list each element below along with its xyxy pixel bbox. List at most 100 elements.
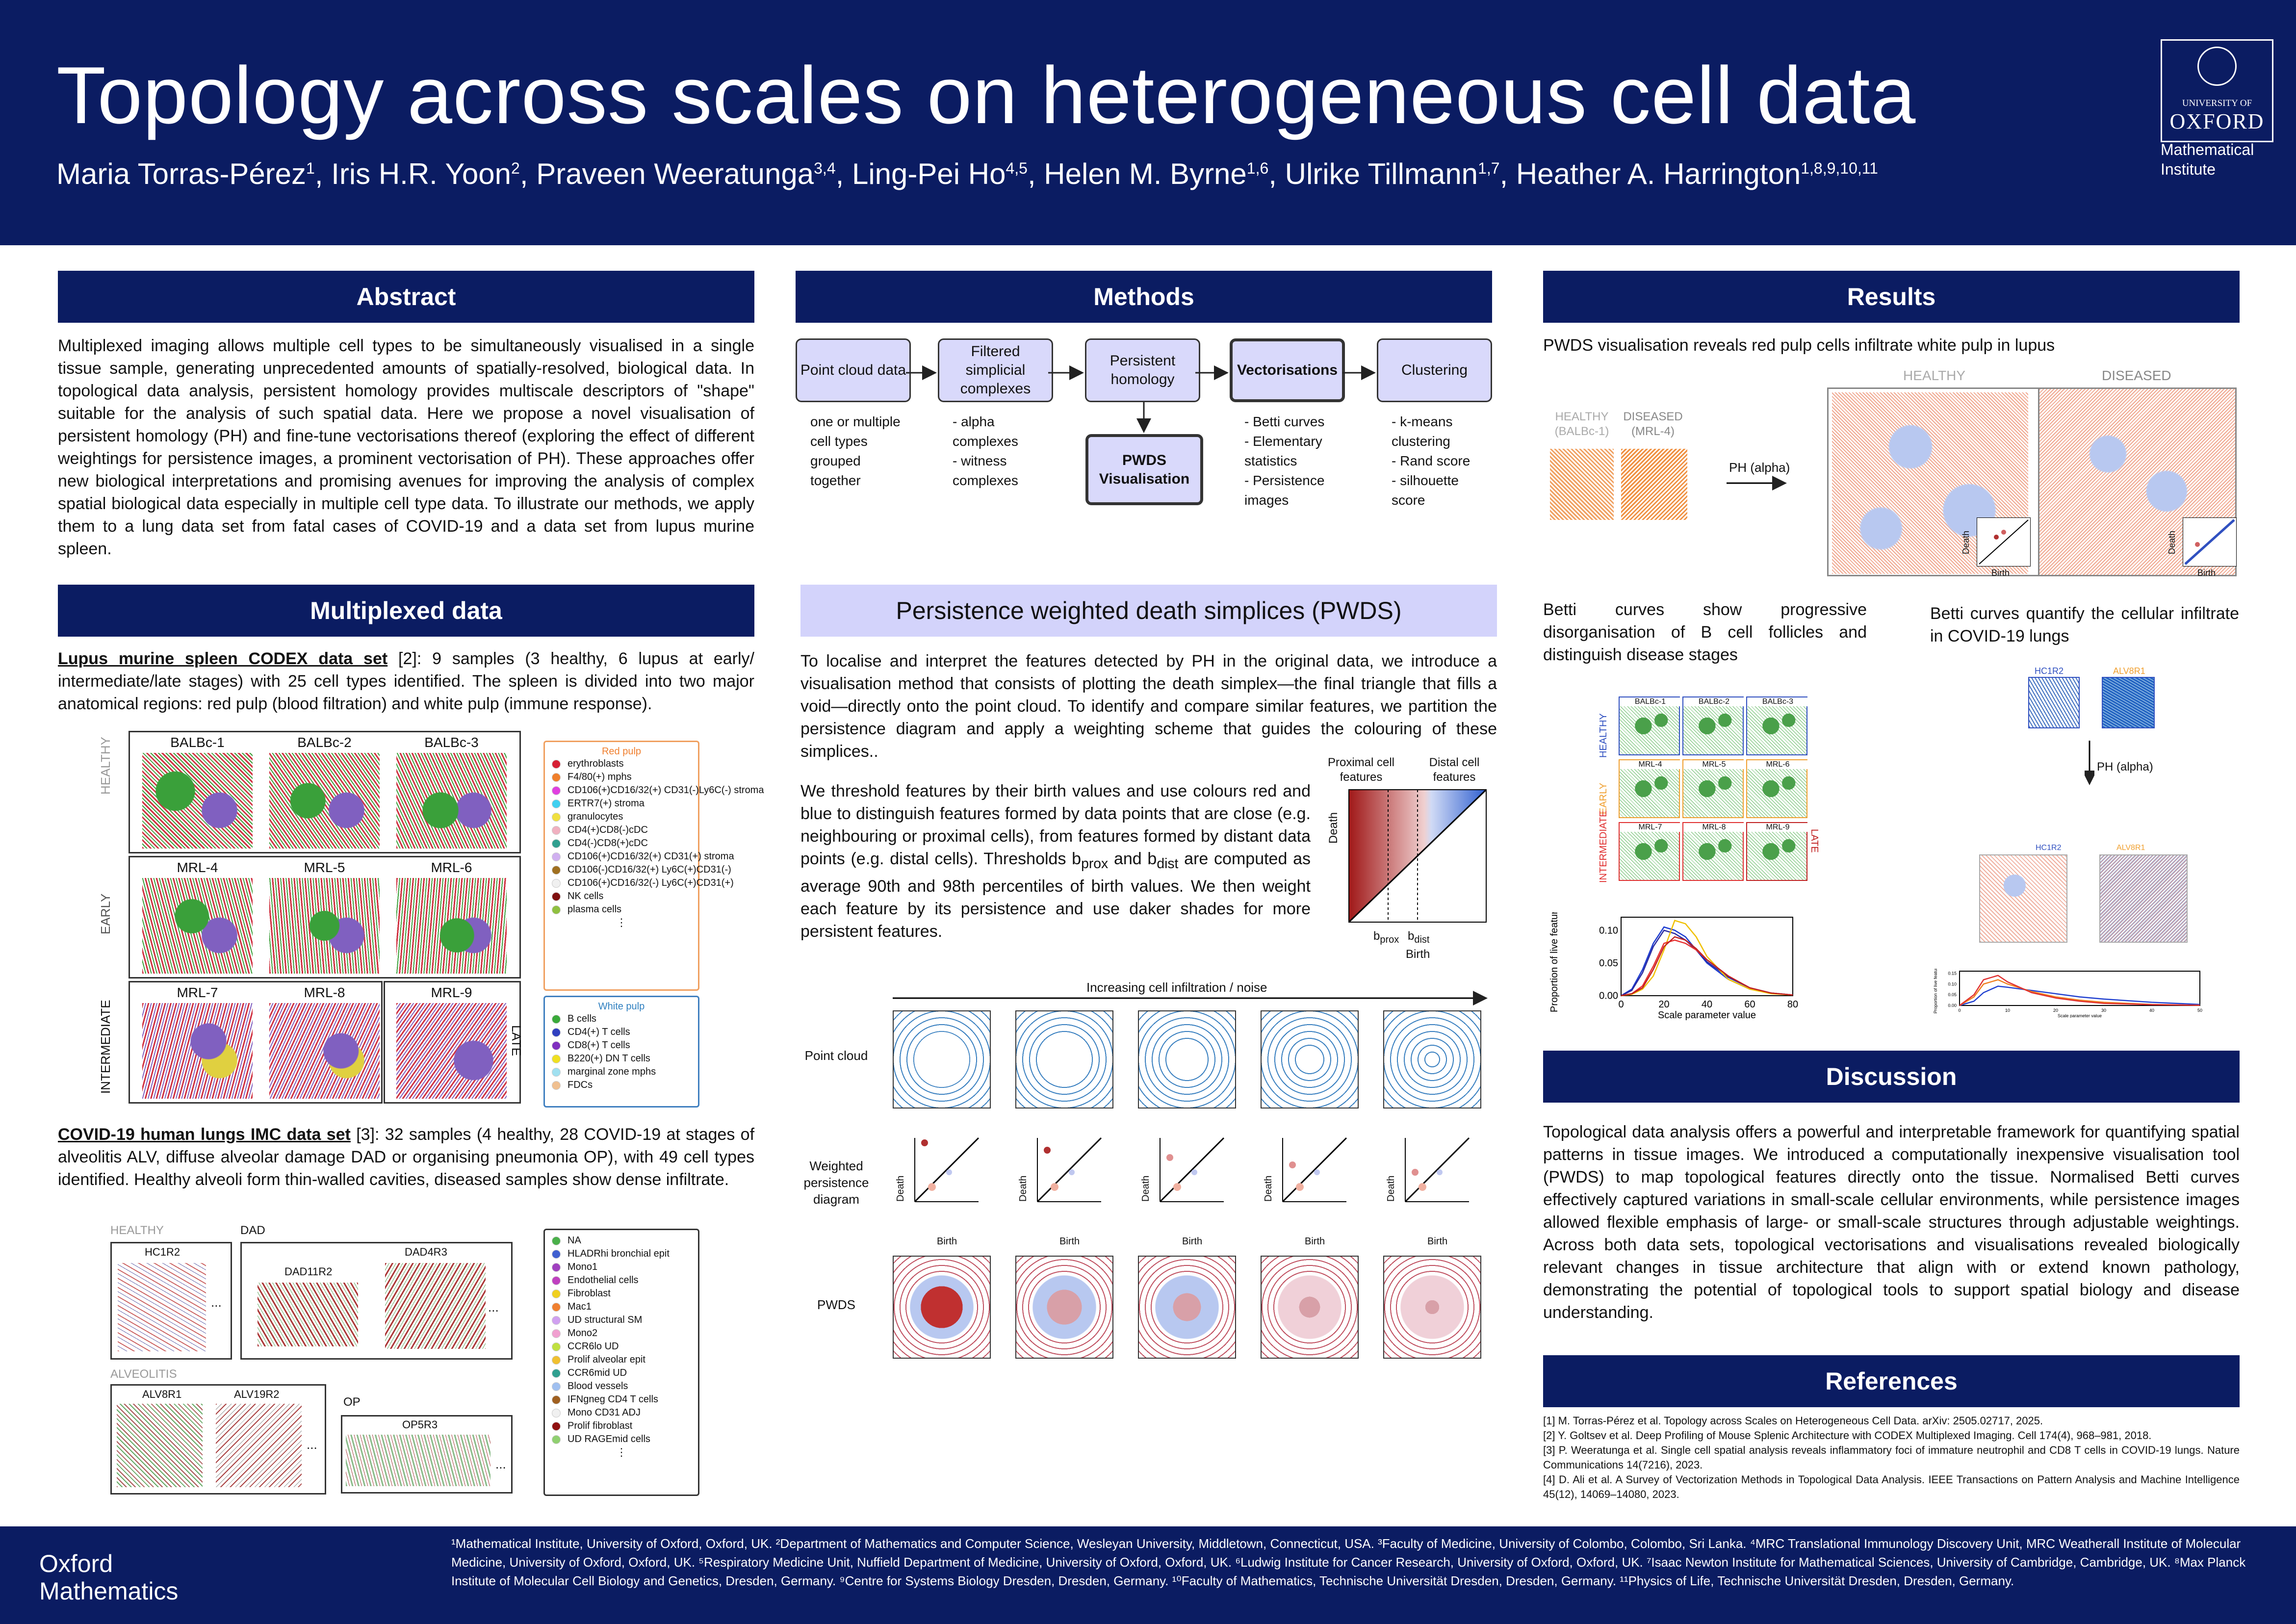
legend-swatch	[552, 1342, 561, 1351]
author-affiliation-index: 1,7	[1478, 159, 1500, 177]
legend-swatch	[552, 878, 561, 888]
res-row-healthy: HEALTHY	[1598, 713, 1609, 758]
methods-flow: Point cloud data one or multiple cell typ…	[796, 338, 1492, 515]
legend-label: CD4(+) T cells	[568, 1027, 630, 1037]
point-cloud-panel	[1383, 1010, 1481, 1108]
point-cloud-panel	[1261, 1010, 1359, 1108]
references-heading: References	[1543, 1355, 2240, 1407]
author-name: Iris H.R. Yoon	[331, 157, 512, 190]
weighted-diagram	[1282, 1137, 1347, 1203]
res-grid-label: MRL-4	[1620, 760, 1681, 769]
legend-swatch	[552, 1435, 561, 1444]
legend-swatch	[552, 892, 561, 901]
oxford-mathematics-brand: Oxford Mathematics	[39, 1550, 178, 1605]
pwds-paragraph-2: We threshold features by their birth val…	[800, 780, 1311, 943]
legend-label: B220(+) DN T cells	[568, 1053, 650, 1064]
row-label-intermediate: INTERMEDIATE	[98, 1000, 113, 1094]
legend-swatch	[552, 1315, 561, 1325]
mini-death-label: Death	[1018, 1175, 1029, 1202]
x-tick-label: 0	[1958, 1008, 1961, 1013]
pwds-visualisation-box: PWDS Visualisation	[1085, 434, 1203, 505]
infiltration-label: Increasing cell infiltration / noise	[1086, 980, 1267, 995]
legend-label: Mac1	[568, 1301, 592, 1312]
sample-label: MRL-8	[304, 985, 345, 1000]
legend-label: B cells	[568, 1013, 596, 1024]
weighted-diagram-wrap	[1278, 1133, 1351, 1209]
covid-legend: NA HLADRhi bronchial epit Mono1 Endothelial…	[543, 1229, 699, 1496]
legend-swatch	[552, 825, 561, 835]
res-alv8r1-image	[2102, 677, 2155, 728]
method-step-desc: one or multiple cell types grouped toget…	[810, 414, 901, 488]
sample-label: MRL-4	[177, 860, 218, 875]
diag-bdist-b: b	[1408, 929, 1415, 943]
x-tick-label: 40	[1702, 999, 1712, 1010]
y-tick-label: 0.10	[1948, 981, 1957, 986]
legend-item: erythroblasts	[552, 757, 691, 771]
legend-item: Fibroblast	[552, 1287, 691, 1300]
legend-swatch	[552, 786, 561, 795]
legend-swatch	[552, 1408, 561, 1418]
res-alv8r1-label: ALV8R1	[2113, 666, 2145, 676]
method-step-label: Clustering	[1401, 362, 1468, 378]
legend-swatch	[552, 1395, 561, 1404]
series-line	[1621, 936, 1793, 997]
legend-item: Blood vessels	[552, 1380, 691, 1393]
row-label-weighted: Weighted persistence diagram	[803, 1159, 869, 1207]
sample-dad4r3: DAD4R3	[405, 1246, 447, 1258]
brand-line1: Oxford	[39, 1550, 113, 1577]
results-lupus-grid: BALBc-1 BALBc-2 BALBc-3 MRL-4 MRL-5 MRL-6 MRL-…	[1619, 696, 1815, 883]
sample-alv19r2: ALV19R2	[234, 1388, 280, 1400]
res-grid-label: BALBc-3	[1747, 697, 1808, 706]
legend-item: F4/80(+) mphs	[552, 771, 691, 784]
lupus-ref: [2]	[398, 649, 417, 668]
sample-label: MRL-9	[431, 985, 472, 1000]
diag-death-label: Death	[1327, 812, 1340, 844]
legend-label: F4/80(+) mphs	[568, 772, 632, 782]
legend-label: CD4(+)CD8(-)cDC	[568, 825, 648, 835]
legend-ellipsis: ⋮	[616, 916, 627, 928]
method-step-label: Filtered simplicial complexes	[960, 343, 1031, 397]
diag-bprox-label: bprox	[1373, 929, 1399, 946]
diag-bprox-b: b	[1373, 929, 1380, 943]
weighted-diagram-wrap	[1155, 1133, 1229, 1209]
author-affiliation-index: 2	[511, 159, 520, 177]
legend-item: CD106(+)CD16/32(-) Ly6C(+)CD31(+)	[552, 876, 734, 890]
pwds-p2-a: We threshold features by their birth val…	[800, 782, 1311, 868]
res-grid-tile: MRL-6	[1746, 759, 1808, 818]
ph-alpha-arrow	[1727, 476, 1787, 490]
diag-distal-label: Distal cell features	[1429, 756, 1480, 784]
x-tick-label: 40	[2149, 1008, 2154, 1013]
legend-label: UD RAGEmid cells	[568, 1434, 650, 1444]
methods-arrows	[906, 365, 1376, 433]
diag-birth-label: Birth	[1406, 948, 1430, 961]
res-grid-tile: MRL-9	[1746, 822, 1808, 881]
pwds-diagram	[1348, 789, 1487, 923]
x-tick-label: 0	[1618, 999, 1624, 1010]
x-tick-label: 80	[1787, 999, 1798, 1010]
legend-item: marginal zone mphs	[552, 1065, 691, 1079]
x-tick-label: 50	[2197, 1008, 2202, 1013]
legend-swatch	[552, 1421, 561, 1431]
inset-birth-2: Birth	[2197, 568, 2216, 578]
legend-item: UD structural SM	[552, 1314, 691, 1327]
pwds-panel	[1383, 1256, 1481, 1359]
betti-right-text: Betti curves quantify the cellular infil…	[1930, 604, 2239, 645]
legend-label: Prolif alveolar epit	[568, 1354, 645, 1365]
pwds-panel	[1138, 1256, 1236, 1359]
author-affiliation-index: 1	[306, 159, 315, 177]
diag-bdist-sub: dist	[1414, 934, 1430, 945]
legend-label: CCR6lo UD	[568, 1341, 619, 1352]
sample-label: BALBc-1	[170, 735, 225, 750]
legend-item: Mac1	[552, 1300, 691, 1314]
method-step-desc: - Betti curves - Elementary statistics -…	[1244, 414, 1325, 508]
legend-label: HLADRhi bronchial epit	[568, 1248, 670, 1259]
covid-hc-image	[118, 1263, 206, 1351]
legend-label: CD4(-)CD8(+)cDC	[568, 838, 648, 849]
betti-left-text: Betti curves show progressive disorganis…	[1543, 600, 1867, 664]
legend-label: Mono1	[568, 1262, 598, 1272]
mini-birth-label: Birth	[1427, 1236, 1448, 1247]
poster-title: Topology across scales on heterogeneous …	[56, 50, 1916, 140]
legend-item: Prolif fibroblast	[552, 1419, 691, 1433]
legend-label: UD structural SM	[568, 1315, 643, 1325]
res-grid-tile: BALBc-3	[1746, 696, 1808, 755]
